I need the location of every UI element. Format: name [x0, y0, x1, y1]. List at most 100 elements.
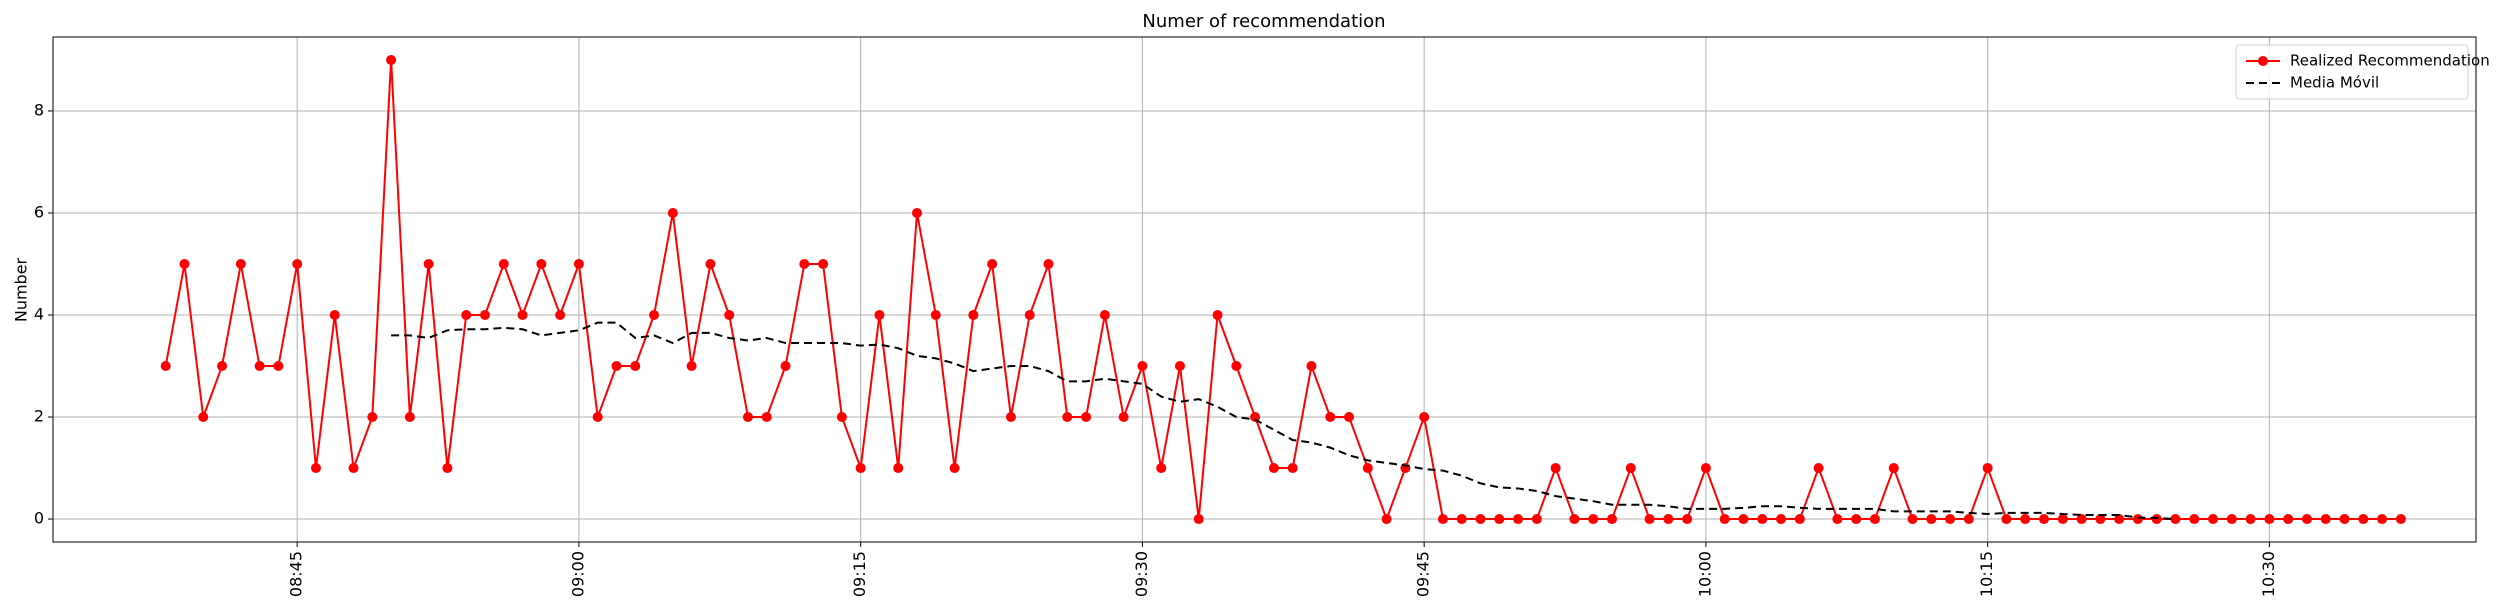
data-point — [404, 412, 415, 423]
data-point — [1888, 463, 1899, 474]
data-point — [1963, 514, 1974, 525]
data-point — [1174, 361, 1185, 372]
data-point — [310, 463, 321, 474]
y-tick-label: 8 — [34, 100, 44, 119]
data-point — [1118, 412, 1129, 423]
data-point — [2301, 514, 2312, 525]
data-point — [2245, 514, 2256, 525]
x-tick-label: 10:15 — [1977, 551, 1996, 597]
legend-label: Realized Recommendation — [2290, 52, 2490, 70]
data-point — [893, 463, 904, 474]
data-point — [1081, 412, 1092, 423]
y-tick-label: 6 — [34, 202, 44, 221]
data-point — [1813, 463, 1824, 474]
data-point — [1738, 514, 1749, 525]
data-point — [649, 310, 660, 321]
data-point — [1344, 412, 1355, 423]
data-point — [1325, 412, 1336, 423]
data-point — [705, 258, 716, 269]
x-tick-label: 10:30 — [2259, 551, 2278, 597]
data-point — [1531, 514, 1542, 525]
chart-title: Numer of recommendation — [1142, 11, 1385, 32]
data-point — [667, 207, 678, 218]
x-tick-label: 09:45 — [1414, 551, 1433, 597]
data-point — [592, 412, 603, 423]
data-point — [1513, 514, 1524, 525]
data-point — [686, 361, 697, 372]
data-point — [2320, 514, 2331, 525]
data-point — [1719, 514, 1730, 525]
data-point — [2114, 514, 2125, 525]
data-point — [1776, 514, 1787, 525]
data-point — [1663, 514, 1674, 525]
data-point — [1982, 463, 1993, 474]
data-point — [1869, 514, 1880, 525]
data-point — [968, 310, 979, 321]
data-point — [818, 258, 829, 269]
data-point — [1456, 514, 1467, 525]
data-point — [1268, 463, 1279, 474]
data-point — [1193, 514, 1204, 525]
data-point — [1625, 463, 1636, 474]
data-point — [2020, 514, 2031, 525]
data-point — [1419, 412, 1430, 423]
data-point — [329, 310, 340, 321]
y-tick-label: 2 — [34, 407, 44, 426]
data-point — [742, 412, 753, 423]
data-point — [949, 463, 960, 474]
data-point — [555, 310, 566, 321]
data-point — [2001, 514, 2012, 525]
data-point — [780, 361, 791, 372]
data-point — [611, 361, 622, 372]
data-point — [273, 361, 284, 372]
data-point — [2226, 514, 2237, 525]
data-point — [1588, 514, 1599, 525]
data-point — [1569, 514, 1580, 525]
data-point — [2208, 514, 2219, 525]
data-point — [912, 207, 923, 218]
data-point — [930, 310, 941, 321]
data-point — [1606, 514, 1617, 525]
data-point — [573, 258, 584, 269]
data-point — [2189, 514, 2200, 525]
data-point — [724, 310, 735, 321]
data-point — [1757, 514, 1768, 525]
data-point — [1945, 514, 1956, 525]
data-point — [235, 258, 246, 269]
data-point — [442, 463, 453, 474]
data-point — [480, 310, 491, 321]
data-point — [761, 412, 772, 423]
data-point — [217, 361, 228, 372]
data-point — [292, 258, 303, 269]
data-point — [1851, 514, 1862, 525]
data-point — [498, 258, 509, 269]
data-point — [855, 463, 866, 474]
data-point — [2283, 514, 2294, 525]
data-point — [1550, 463, 1561, 474]
data-point — [1794, 514, 1805, 525]
data-point — [1700, 463, 1711, 474]
data-point — [1212, 310, 1223, 321]
data-point — [1024, 310, 1035, 321]
data-point — [1832, 514, 1843, 525]
data-point — [2358, 514, 2369, 525]
legend-label: Media Móvil — [2290, 74, 2379, 92]
data-point — [160, 361, 171, 372]
data-point — [1381, 514, 1392, 525]
data-point — [1494, 514, 1505, 525]
data-point — [1682, 514, 1693, 525]
data-point — [874, 310, 885, 321]
data-point — [2395, 514, 2406, 525]
data-point — [461, 310, 472, 321]
data-point — [2339, 514, 2350, 525]
data-point — [2151, 514, 2162, 525]
data-point — [1062, 412, 1073, 423]
data-point — [367, 412, 378, 423]
data-point — [254, 361, 265, 372]
x-tick-label: 09:30 — [1132, 551, 1151, 597]
y-axis-label: Number — [12, 257, 31, 322]
data-point — [2076, 514, 2087, 525]
plot-frame — [52, 36, 2477, 543]
